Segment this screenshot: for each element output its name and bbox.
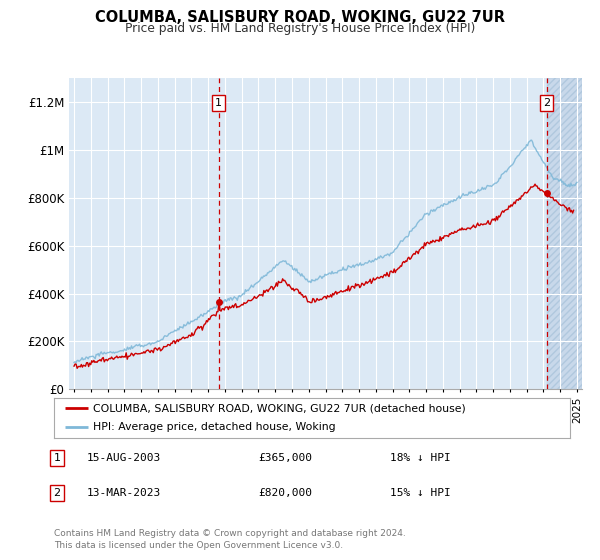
Text: Contains HM Land Registry data © Crown copyright and database right 2024.
This d: Contains HM Land Registry data © Crown c… bbox=[54, 529, 406, 550]
Text: 15% ↓ HPI: 15% ↓ HPI bbox=[390, 488, 451, 498]
Text: 1: 1 bbox=[215, 98, 222, 108]
Text: 18% ↓ HPI: 18% ↓ HPI bbox=[390, 453, 451, 463]
Text: £365,000: £365,000 bbox=[258, 453, 312, 463]
Text: 15-AUG-2003: 15-AUG-2003 bbox=[87, 453, 161, 463]
Text: £820,000: £820,000 bbox=[258, 488, 312, 498]
Bar bbox=[547, 78, 582, 389]
Text: Price paid vs. HM Land Registry's House Price Index (HPI): Price paid vs. HM Land Registry's House … bbox=[125, 22, 475, 35]
Text: COLUMBA, SALISBURY ROAD, WOKING, GU22 7UR: COLUMBA, SALISBURY ROAD, WOKING, GU22 7U… bbox=[95, 10, 505, 25]
Text: 1: 1 bbox=[53, 453, 61, 463]
Text: 13-MAR-2023: 13-MAR-2023 bbox=[87, 488, 161, 498]
Text: 2: 2 bbox=[543, 98, 550, 108]
Text: 2: 2 bbox=[53, 488, 61, 498]
Text: COLUMBA, SALISBURY ROAD, WOKING, GU22 7UR (detached house): COLUMBA, SALISBURY ROAD, WOKING, GU22 7U… bbox=[92, 404, 466, 413]
Text: HPI: Average price, detached house, Woking: HPI: Average price, detached house, Woki… bbox=[92, 422, 335, 432]
